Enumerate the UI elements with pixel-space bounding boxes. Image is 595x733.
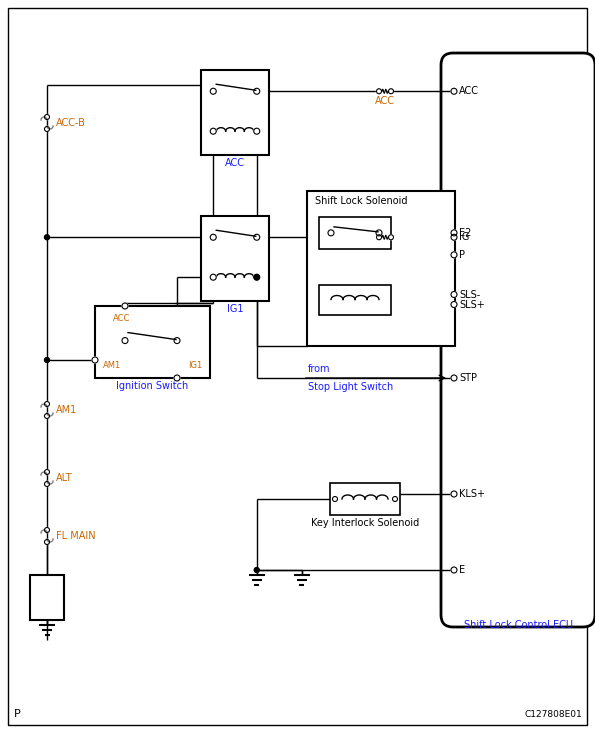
Text: Shift Lock Control ECU: Shift Lock Control ECU [464,620,572,630]
Circle shape [210,274,216,280]
Text: from: from [308,364,330,374]
Circle shape [174,338,180,344]
Circle shape [45,358,49,363]
Circle shape [451,301,457,308]
Text: C127808E01: C127808E01 [524,710,582,719]
Circle shape [377,235,381,240]
Text: ACC-B: ACC-B [56,118,86,128]
Circle shape [376,230,382,236]
Circle shape [377,89,381,94]
Text: KLS+: KLS+ [459,489,485,499]
Circle shape [45,528,49,532]
Circle shape [92,357,98,363]
Text: AM1: AM1 [103,361,121,370]
Circle shape [451,230,457,236]
Circle shape [210,88,216,95]
Circle shape [210,128,216,134]
Text: P: P [459,250,465,260]
Text: AM1: AM1 [56,405,77,415]
Circle shape [174,375,180,381]
Circle shape [328,230,334,236]
Circle shape [45,539,49,545]
Bar [330,483,400,515]
Text: ACC: ACC [225,158,245,168]
Circle shape [253,235,260,240]
Circle shape [451,88,457,95]
Circle shape [254,567,259,572]
Text: Ignition Switch: Ignition Switch [117,381,189,391]
Text: E: E [459,565,465,575]
FancyBboxPatch shape [441,53,595,627]
Text: ECU-IG1: ECU-IG1 [365,242,405,252]
Circle shape [45,127,49,131]
Circle shape [253,128,260,134]
Bar [319,217,391,248]
Bar [95,306,210,378]
Circle shape [451,235,457,240]
Circle shape [393,496,397,501]
Bar [201,216,269,301]
Text: IG1: IG1 [227,304,243,314]
Bar [307,191,455,346]
Text: FL MAIN: FL MAIN [56,531,96,541]
Circle shape [389,89,393,94]
Circle shape [122,338,128,344]
Text: STP: STP [459,373,477,383]
Circle shape [210,235,216,240]
Text: ALT: ALT [56,473,73,483]
Circle shape [45,470,49,474]
Circle shape [253,274,260,280]
Text: Shift Lock Solenoid: Shift Lock Solenoid [315,196,408,206]
Text: ACC: ACC [113,314,130,323]
Circle shape [451,375,457,381]
Circle shape [45,235,49,240]
Circle shape [253,88,260,95]
Text: ACC: ACC [375,96,395,106]
Text: Stop Light Switch: Stop Light Switch [308,382,393,392]
Circle shape [451,567,457,573]
Circle shape [45,114,49,119]
Circle shape [333,496,337,501]
Text: SLS-: SLS- [459,290,480,300]
Text: SLS+: SLS+ [459,300,485,309]
Text: E2: E2 [459,228,471,237]
Bar [30,575,64,620]
Bar [201,70,269,155]
Text: P: P [14,709,21,719]
Circle shape [45,482,49,487]
Circle shape [451,491,457,497]
Circle shape [45,402,49,407]
Circle shape [389,235,393,240]
Bar [319,284,391,314]
Text: IG: IG [459,232,469,242]
Circle shape [451,252,457,258]
Text: ACC: ACC [459,86,479,96]
Text: IG1: IG1 [188,361,202,370]
Circle shape [451,292,457,298]
Circle shape [254,275,259,280]
Circle shape [122,303,128,309]
Text: Key Interlock Solenoid: Key Interlock Solenoid [311,518,419,528]
Circle shape [45,413,49,419]
